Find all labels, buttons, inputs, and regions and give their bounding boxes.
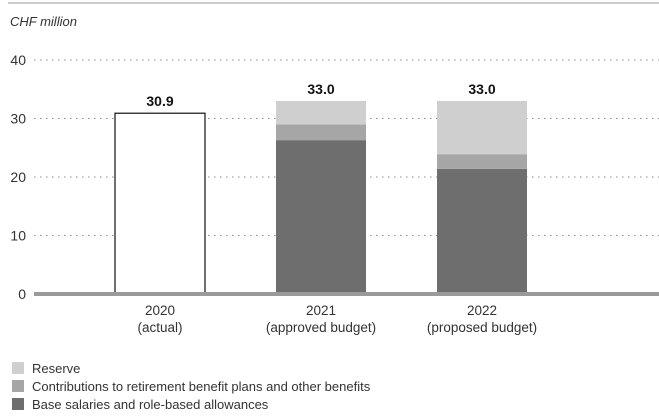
bar-segment-series-2 [276,100,366,125]
bar-total-label: 33.0 [468,81,495,97]
unit-label: CHF million [10,14,77,29]
bar-total-label: 30.9 [146,93,173,109]
bar-segment-series-1 [437,154,527,169]
x-category-label: (proposed budget) [427,320,537,335]
y-tick-label: 40 [10,52,26,68]
y-axis-ticks: 0 10 20 30 40 [10,52,26,302]
y-tick-label: 30 [10,111,26,127]
x-category-label: 2020 [145,303,175,318]
legend-swatch [12,380,24,392]
bars [114,100,527,295]
legend-swatch [12,398,24,410]
x-category-label: (approved budget) [266,320,376,335]
legend-swatch [12,362,24,374]
bar-segment-series-0 [437,168,527,294]
x-category-label: 2021 [306,303,336,318]
x-category-label: (actual) [137,320,182,335]
bar-segment-series-2 [437,100,527,155]
y-tick-label: 20 [10,169,26,185]
bar-total-label: 33.0 [307,81,334,97]
bar-segment-series-1 [276,124,366,141]
y-tick-label: 0 [18,286,26,302]
legend-label: Base salaries and role-based allowances [32,397,269,412]
x-axis-categories: 2020 (actual) 2021 (approved budget) 2022 (pr… [137,303,537,335]
legend-label: Reserve [32,361,80,376]
x-category-label: 2022 [467,303,497,318]
legend-label: Contributions to retirement benefit plan… [32,379,371,394]
bar-totals: 30.9 33.0 33.0 [146,81,495,109]
legend: Reserve Contributions to retirement benef… [12,361,371,412]
bar-total-outline [114,112,206,295]
bar-segment-series-0 [276,140,366,294]
y-tick-label: 10 [10,228,26,244]
